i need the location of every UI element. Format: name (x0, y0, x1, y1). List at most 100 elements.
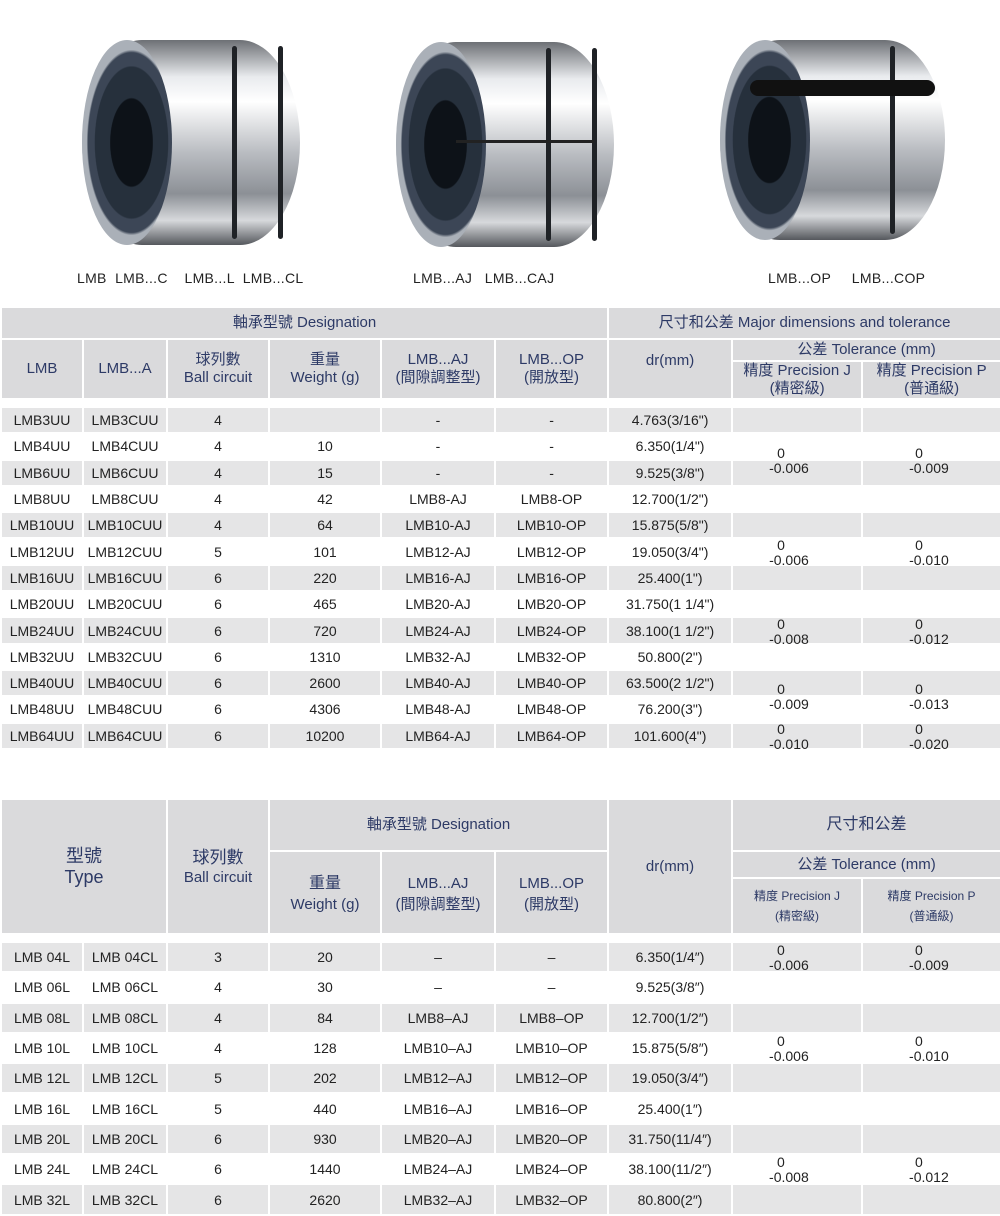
col-ball-circuit: 球列數 Ball circuit (166, 338, 270, 400)
cell-tol-j (731, 642, 864, 671)
cell-tol-p: 0 -0.009 (861, 940, 1000, 974)
cell-dr: 31.750(1 1/4") (607, 590, 734, 619)
table-row: LMB6UU LMB6CUU 4 15- -9.525(3/8") (0, 458, 1000, 487)
cell-aj-model: LMB10–AJ (380, 1031, 496, 1065)
cell-model: LMB4UU (0, 432, 84, 461)
cell-aj-model: LMB8–AJ (380, 1001, 496, 1034)
table-row: LMB 12L LMB 12CL 5 202 LMB12–AJ LMB12–OP 19.05… (0, 1062, 1000, 1095)
cell-op-model: LMB8-OP (493, 484, 610, 514)
cell-tol-p: 0 -0.012 (861, 1122, 1000, 1185)
table-body: LMB3UU LMB3CUU 4- -4.763(3/16") 0 -0.006 0 -0.0… (0, 405, 1000, 751)
col-precision-j: 精度 Precision J (精密級) (731, 360, 864, 400)
cell-weight: 84 (268, 1001, 382, 1034)
cell-model: LMB 16L (0, 1092, 84, 1125)
cell-tol-j: 0 -0.006 (731, 940, 864, 974)
cell-model: LMB 24L (0, 1153, 84, 1186)
tolerance-lower: -0.009 (909, 957, 949, 974)
cell-tol-j: 0 -0.008 (731, 590, 864, 646)
cell-model: LMB8UU (0, 484, 84, 514)
cell-weight: 128 (268, 1031, 382, 1065)
cell-tol-j (731, 537, 864, 566)
cell-dr: 63.500(2 1/2") (607, 668, 734, 698)
cell-ball-circuit: 6 (166, 1122, 270, 1156)
table-row: LMB 24L LMB 24CL 6 1440 LMB24–AJ LMB24–OP 38.1… (0, 1153, 1000, 1186)
designation-header: 軸承型號 Designation (0, 306, 610, 340)
cell-model: LMB24UU (0, 616, 84, 645)
cell-op-model: - (493, 432, 610, 461)
cell-weight: 220 (268, 563, 382, 593)
cell-op-model: LMB10–OP (493, 1031, 610, 1065)
pj-en: 精度 Precision J (743, 362, 851, 379)
weight-en: Weight (g) (290, 895, 360, 913)
aj-zh: (間隙調整型) (395, 895, 481, 913)
cell-dr: 50.800(2") (607, 642, 734, 671)
col-dr: dr(mm) (607, 338, 734, 400)
cell-model-c: LMB64CUU (82, 721, 168, 750)
cell-tol-p (861, 432, 1000, 461)
cell-ball-circuit: 6 (166, 1153, 270, 1186)
tolerance-j-group: 0 -0.006 (733, 943, 861, 973)
cell-model-c: LMB8CUU (82, 484, 168, 514)
cell-tol-p (861, 695, 1000, 724)
cell-model-c: LMB 08CL (82, 1001, 168, 1034)
cell-tol-p (861, 1183, 1000, 1216)
caption-standard: LMB LMB...C LMB...L LMB...CL (77, 270, 304, 286)
cell-tol-p (861, 1092, 1000, 1125)
caption-adjustable: LMB...AJ LMB...CAJ (413, 270, 555, 286)
cell-op-model: LMB8–OP (493, 1001, 610, 1034)
cell-tol-j (731, 1031, 864, 1065)
type-zh: 型號 (66, 845, 102, 866)
cell-tol-j (731, 1153, 864, 1186)
cell-ball-circuit: 5 (166, 1062, 270, 1095)
ball-zh: 球列數 (192, 847, 244, 867)
cell-model: LMB10UU (0, 511, 84, 540)
cell-op-model: LMB10-OP (493, 511, 610, 540)
col-precision-p: 精度 Precision P (普通級) (861, 360, 1000, 400)
cell-model-c: LMB16CUU (82, 563, 168, 593)
cell-op-model: LMB12–OP (493, 1062, 610, 1095)
cell-dr: 9.525(3/8″) (607, 971, 734, 1004)
cell-ball-circuit: 5 (166, 1092, 270, 1125)
cell-aj-model: LMB8-AJ (380, 484, 496, 514)
cell-op-model: LMB24-OP (493, 616, 610, 645)
cell-dr: 19.050(3/4") (607, 537, 734, 566)
cell-tol-j (731, 1092, 864, 1125)
cell-dr: 101.600(4") (607, 721, 734, 750)
cell-model-c: LMB 20CL (82, 1122, 168, 1156)
cell-tol-p (861, 458, 1000, 487)
col-lmb: LMB (0, 338, 84, 400)
aj-en: LMB...AJ (407, 351, 469, 368)
col-dr: dr(mm) (607, 798, 734, 935)
cell-aj-model: – (380, 940, 496, 974)
table-row: LMB 10L LMB 10CL 4 128 LMB10–AJ LMB10–OP 15.87… (0, 1031, 1000, 1065)
cell-tol-p (861, 484, 1000, 514)
cell-model-c: LMB6CUU (82, 458, 168, 487)
ball-en: Ball circuit (183, 868, 253, 886)
cell-model-c: LMB24CUU (82, 616, 168, 645)
cell-ball-circuit: 6 (166, 563, 270, 593)
cell-weight: 42 (268, 484, 382, 514)
cell-aj-model: LMB40-AJ (380, 668, 496, 698)
table-row: LMB64UU LMB64CUU 6 10200 LMB64-AJ LMB64-OP 101… (0, 721, 1000, 751)
cell-model: LMB64UU (0, 721, 84, 750)
cell-ball-circuit: 6 (166, 616, 270, 645)
col-aj: LMB...AJ (間隙調整型) (380, 850, 496, 935)
cell-model-c: LMB32CUU (82, 642, 168, 671)
cell-tol-p: 0 -0.012 (861, 590, 1000, 646)
table-row: LMB4UU LMB4CUU 4 10- -6.350(1/4") (0, 432, 1000, 461)
tolerance-j-group: 0 -0.010 (733, 721, 861, 751)
cell-ball-circuit: 5 (166, 537, 270, 566)
col-op: LMB...OP (開放型) (493, 338, 610, 400)
cell-op-model: LMB20-OP (493, 590, 610, 619)
tolerance-lower: -0.006 (769, 957, 809, 974)
cell-aj-model: – (380, 971, 496, 1004)
cell-tol-j (731, 1001, 864, 1034)
cell-op-model: - (493, 458, 610, 487)
cell-aj-model: LMB48-AJ (380, 695, 496, 724)
cell-ball-circuit: 3 (166, 940, 270, 974)
cell-model: LMB6UU (0, 458, 84, 487)
table-row: LMB32UU LMB32CUU 6 1310 LMB32-AJ LMB32-OP 50.8… (0, 642, 1000, 671)
cell-model-c: LMB 24CL (82, 1153, 168, 1186)
cell-ball-circuit: 6 (166, 642, 270, 671)
table-row: LMB 32L LMB 32CL 6 2620 LMB32–AJ LMB32–OP 80.8… (0, 1183, 1000, 1216)
